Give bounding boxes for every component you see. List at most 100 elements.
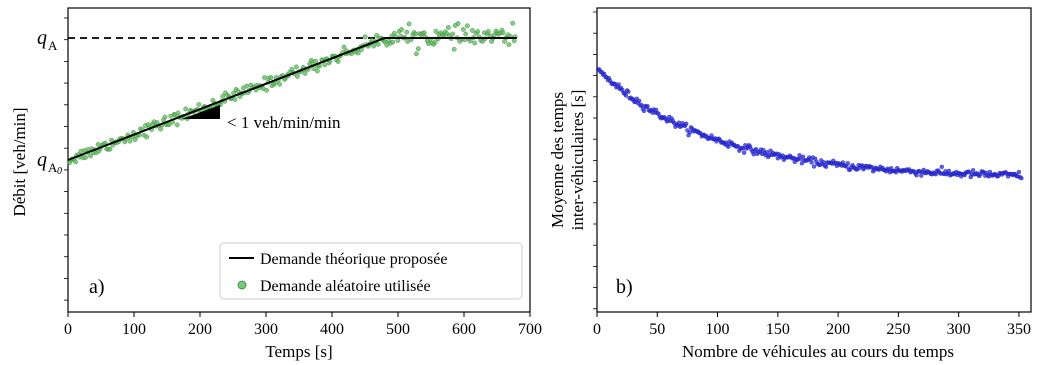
qA0-subscript: A [48,160,58,175]
slope-triangle [182,105,220,119]
panel-b-letter: b) [616,276,633,298]
legend-dot-swatch [237,280,247,290]
x-tick-label: 250 [886,321,910,338]
random-demand-point [506,42,512,47]
random-demand-point [314,68,320,74]
random-demand-point [460,26,466,32]
random-demand-point [511,38,517,44]
legend-box [219,242,523,300]
random-demand-point [341,44,347,50]
headway-point [623,93,629,98]
headway-point [800,154,806,159]
random-demand-point [262,75,267,81]
headway-point [645,104,650,109]
headway-point [764,150,770,155]
panel-a-letter: a) [89,276,105,298]
panel-a-xlabel: Temps [s] [265,342,332,361]
random-demand-point [455,21,461,26]
headway-point [639,103,644,108]
headway-point [809,160,814,165]
random-demand-point [293,64,299,70]
theoretical-demand-line [67,37,517,161]
random-demand-point [277,81,282,87]
slope-annotation: < 1 veh/min/min [227,113,341,132]
random-demand-point [144,134,150,140]
random-demand-point [166,122,172,128]
headway-point [1016,169,1022,175]
x-tick-label: 50 [649,321,665,338]
headway-point [751,152,756,157]
random-demand-point [158,126,164,132]
random-demand-point [302,71,308,76]
random-demand-point [433,28,439,34]
random-demand-point [107,146,113,152]
random-demand-point [500,30,506,36]
panel-a-chart: 0 100 200 300 400 500 600 700 < 1 veh/min/min q… [10,7,542,361]
panel-a-y-ticks [64,17,68,301]
random-demand-point [220,94,226,99]
x-tick-label: 300 [947,321,971,338]
random-demand-point [244,83,250,89]
random-demand-point [450,31,456,37]
random-demand-point [311,66,317,72]
headway-point [823,164,829,169]
random-demand-point [264,87,269,93]
random-demand-point [95,142,101,147]
headway-point [687,130,692,135]
random-demand-point [472,40,478,46]
random-demand-point [399,27,404,32]
x-tick-label: 150 [766,321,790,338]
headway-point [821,160,826,165]
random-demand-point [83,155,88,160]
random-demand-point [502,39,507,44]
random-demand-point [432,39,438,45]
qA-subscript: A [48,38,58,53]
random-demand-point [183,106,189,112]
random-demand-point [445,25,451,30]
panel-b-y-ticks [593,11,597,310]
legend-random-label: Demande aléatoire utilisée [260,278,431,295]
qA0-label: q [37,149,47,171]
random-demand-point [390,39,396,45]
random-demand-point [451,46,457,52]
random-demand-point [463,31,469,37]
panel-b-ylabel-line1: Moyenne des temps [548,92,567,228]
x-tick-label: 350 [1007,321,1031,338]
random-demand-point [294,74,300,79]
random-demand-point [421,30,427,36]
x-tick-label: 200 [188,321,212,338]
random-demand-point [232,97,238,102]
legend-theoretical-label: Demande théorique proposée [260,251,447,268]
panel-a-x-ticks: 0 100 200 300 400 500 600 700 [64,312,542,338]
random-demand-point [313,58,319,64]
random-demand-point [415,46,421,52]
random-demand-point [335,59,341,64]
x-tick-label: 0 [64,321,72,338]
random-demand-point [162,114,168,120]
random-demand-point [127,138,133,144]
x-tick-label: 0 [593,321,601,338]
qA0-subscript-zero: 0 [57,166,62,177]
x-tick-label: 300 [254,321,278,338]
x-tick-label: 500 [386,321,410,338]
panel-b-xlabel: Nombre de véhicules au cours du temps [682,342,954,361]
headway-point [616,82,621,87]
random-demand-point [88,153,93,159]
panel-a-legend: Demande théorique proposée Demande aléat… [219,242,523,300]
random-demand-point [413,31,418,37]
x-tick-label: 200 [826,321,850,338]
random-demand-point [196,102,202,107]
random-demand-point [375,41,381,47]
headway-point [970,168,976,173]
panel-b-chart: 0 50 100 150 200 250 300 350 Nombre de véhicule… [548,7,1032,361]
random-demand-point [464,23,470,29]
panel-a-ylabel: Débit [veh/min] [10,107,29,216]
random-demand-point [404,29,410,35]
headway-point [946,168,952,174]
random-demand-point [355,50,361,56]
random-demand-point [469,28,475,33]
headway-point [1019,176,1024,181]
headway-point [637,98,642,104]
headway-point [845,161,850,166]
